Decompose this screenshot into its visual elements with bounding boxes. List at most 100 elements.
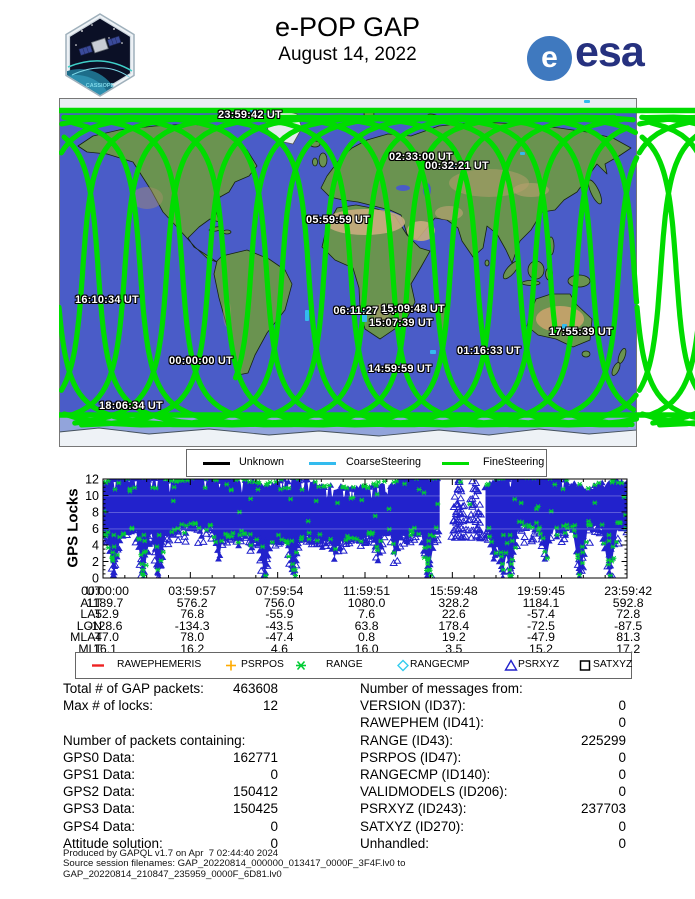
table-row: LON -128.6 -134.3 -43.5 63.8 178.4 -72.5 -87.5 xyxy=(0,618,695,633)
legend-line-sample xyxy=(442,462,469,465)
y-tick-label: 8 xyxy=(92,506,99,520)
table-cell: 23:59:42 xyxy=(604,584,653,598)
table-cell: -43.5 xyxy=(265,618,294,633)
table-cell: 03:59:57 xyxy=(168,584,217,598)
table-cell: 72.8 xyxy=(616,607,641,622)
table-cell: -128.6 xyxy=(87,618,123,633)
stat-label: GPS4 Data: xyxy=(63,818,136,834)
table-cell: 592.8 xyxy=(612,595,644,610)
table-row: UT 00:00:00 03:59:57 07:59:54 11:59:51 15:59:… xyxy=(0,584,695,598)
table-cell: -47.4 xyxy=(265,630,294,645)
stat-label: SATXYZ (ID270): xyxy=(360,818,465,834)
stat-label: RAWEPHEM (ID41): xyxy=(360,715,485,731)
y-axis-label: GPS Locks xyxy=(64,488,82,568)
table-cell: -52.9 xyxy=(90,607,120,622)
stat-value: 162771 xyxy=(232,749,278,765)
table-cell: 576.2 xyxy=(176,595,208,610)
table-cell: 1184.1 xyxy=(522,595,560,610)
stat-label: Number of messages from: xyxy=(360,681,523,696)
y-tick-label: 10 xyxy=(85,489,99,503)
table-row: ALT 1189.7 576.2 756.0 1080.0 328.2 1184.1 592.… xyxy=(0,595,695,610)
ephemeris-table: UT 00:00:00 03:59:57 07:59:54 11:59:51 15:59:… xyxy=(0,584,695,656)
stat-label: GPS0 Data: xyxy=(63,749,136,765)
legend-line-sample xyxy=(309,462,336,465)
legend-item-label: RANGECMP xyxy=(410,659,470,670)
stat-label: RANGECMP (ID140): xyxy=(360,767,491,782)
table-cell: 15:59:48 xyxy=(429,584,478,598)
table-cell: -134.3 xyxy=(174,618,210,633)
table-row: LAT -52.9 76.8 -55.9 7.6 22.6 -57.4 72.8 xyxy=(0,607,695,622)
table-cell: 328.2 xyxy=(438,595,470,610)
legend-item-label: PSRPOS xyxy=(241,659,284,670)
stat-label: Number of packets containing: xyxy=(63,732,246,748)
stat-value: 0 xyxy=(618,715,626,731)
asterisk-marker-icon xyxy=(294,659,308,677)
stat-label: Max # of locks: xyxy=(63,698,154,714)
plus-marker-icon xyxy=(224,659,238,677)
row-label-lon: LON xyxy=(76,618,102,633)
y-tick-label: 0 xyxy=(92,572,99,585)
ground-tracks xyxy=(59,107,695,428)
y-tick-label: 12 xyxy=(85,473,99,487)
patch-name-label: CASSIOPE xyxy=(86,83,115,89)
stat-value: 225299 xyxy=(580,732,626,748)
stat-value: 237703 xyxy=(580,801,626,817)
table-cell: 756.0 xyxy=(264,595,295,610)
page-date: August 14, 2022 xyxy=(278,44,417,65)
steering-legend: Unknown CoarseSteering FineSteering xyxy=(186,449,547,477)
table-cell: 76.8 xyxy=(180,607,205,622)
mission-patch-icon: CASSIOPE xyxy=(65,13,135,97)
stat-label: VERSION (ID37): xyxy=(360,698,466,714)
table-cell: 7.6 xyxy=(358,607,376,622)
stat-label: VALIDMODELS (ID206): xyxy=(360,784,508,800)
stat-label: Attitude solution: xyxy=(63,835,163,851)
stat-label: GPS2 Data: xyxy=(63,784,136,800)
antarctica xyxy=(59,427,637,447)
message-legend: RAWEPHEMERIS PSRPOS RANGE RANGECMP PSRXYZ SAT… xyxy=(75,652,632,679)
range-asterisk-markers xyxy=(103,479,627,578)
page-title: e-POP GAP xyxy=(274,12,421,42)
gps-locks-chart: 0 2 4 6 8 10 12 xyxy=(85,473,628,585)
legend-item-label: Unknown xyxy=(239,456,285,468)
stat-value: 0 xyxy=(618,767,626,782)
dash-marker-icon xyxy=(91,659,105,677)
stat-value: 0 xyxy=(270,835,278,851)
y-tick-label: 4 xyxy=(92,539,99,553)
legend-item-label: RAWEPHEMERIS xyxy=(117,659,202,670)
table-cell: 63.8 xyxy=(354,618,379,633)
locks-band xyxy=(103,479,627,577)
table-cell: 78.0 xyxy=(180,630,205,645)
legend-item-label: RANGE xyxy=(326,659,363,670)
table-cell: 22.6 xyxy=(441,607,466,622)
table-cell: 00:00:00 xyxy=(81,584,129,598)
stat-label: Total # of GAP packets: xyxy=(63,681,204,696)
triangle-marker-icon xyxy=(504,659,518,677)
stat-label: GPS3 Data: xyxy=(63,801,136,817)
table-cell: 19:59:45 xyxy=(517,584,565,598)
row-label-mlat: MLAT xyxy=(70,630,102,645)
table-cell: 11:59:51 xyxy=(343,584,391,598)
footer-line: Source session filenames: GAP_20220814_0… xyxy=(63,858,406,870)
stat-value: 463608 xyxy=(232,681,278,696)
esa-logo: esa xyxy=(575,28,645,76)
table-cell: 0.8 xyxy=(358,630,376,645)
stat-value: 0 xyxy=(618,784,626,800)
table-cell: 81.3 xyxy=(616,630,641,645)
stat-value: 150425 xyxy=(232,801,278,817)
table-cell: 19.2 xyxy=(441,630,466,645)
table-row: MLAT -47.0 78.0 -47.4 0.8 19.2 -47.9 81.3 xyxy=(0,630,695,645)
table-cell: 178.4 xyxy=(438,618,470,633)
diamond-marker-icon xyxy=(396,659,410,677)
table-cell: 1080.0 xyxy=(347,595,386,610)
table-cell: -87.5 xyxy=(614,618,643,633)
y-tick-label: 2 xyxy=(92,555,99,569)
stat-value: 0 xyxy=(618,835,626,851)
ground-track-path xyxy=(59,114,640,428)
stat-value: 0 xyxy=(270,818,278,834)
stat-value: 0 xyxy=(618,818,626,834)
row-label-ut: UT xyxy=(85,584,102,598)
esa-globe-icon: e xyxy=(527,36,572,81)
y-tick-label: 6 xyxy=(92,522,99,536)
table-cell: 07:59:54 xyxy=(255,584,304,598)
